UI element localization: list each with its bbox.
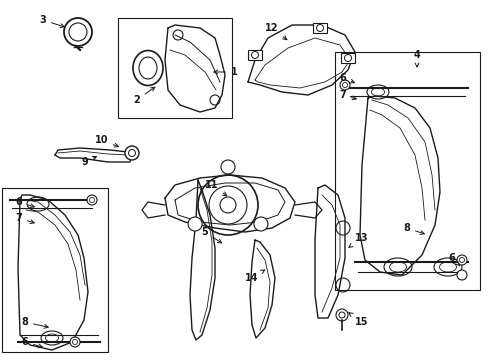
Circle shape — [70, 337, 80, 347]
Text: 1: 1 — [214, 67, 238, 77]
Text: 4: 4 — [414, 50, 420, 67]
Circle shape — [340, 80, 350, 90]
Text: 2: 2 — [133, 87, 155, 105]
Circle shape — [221, 160, 235, 174]
Text: 12: 12 — [265, 23, 287, 40]
Text: 8: 8 — [21, 317, 48, 328]
Circle shape — [188, 217, 202, 231]
Text: 7: 7 — [339, 90, 356, 100]
Circle shape — [336, 309, 348, 321]
Text: 3: 3 — [39, 15, 64, 27]
Text: 6: 6 — [21, 337, 42, 348]
Text: 5: 5 — [201, 227, 222, 243]
Text: 6: 6 — [15, 197, 34, 208]
Bar — [335, 52, 480, 290]
Bar — [341, 53, 355, 63]
Circle shape — [457, 255, 467, 265]
Text: 6: 6 — [339, 73, 354, 83]
Bar — [248, 50, 262, 60]
Text: 8: 8 — [403, 223, 424, 234]
Text: 7: 7 — [15, 213, 34, 224]
Text: 10: 10 — [95, 135, 119, 147]
Bar — [2, 188, 108, 352]
Bar — [118, 18, 232, 118]
Circle shape — [125, 146, 139, 160]
Circle shape — [87, 195, 97, 205]
Text: 15: 15 — [349, 312, 368, 327]
Circle shape — [254, 217, 268, 231]
Text: 11: 11 — [204, 180, 227, 196]
Circle shape — [457, 270, 467, 280]
Text: 14: 14 — [245, 270, 265, 283]
Bar — [313, 23, 327, 33]
Text: 13: 13 — [349, 233, 368, 247]
Text: 9: 9 — [81, 157, 97, 167]
Text: 6: 6 — [448, 253, 460, 266]
